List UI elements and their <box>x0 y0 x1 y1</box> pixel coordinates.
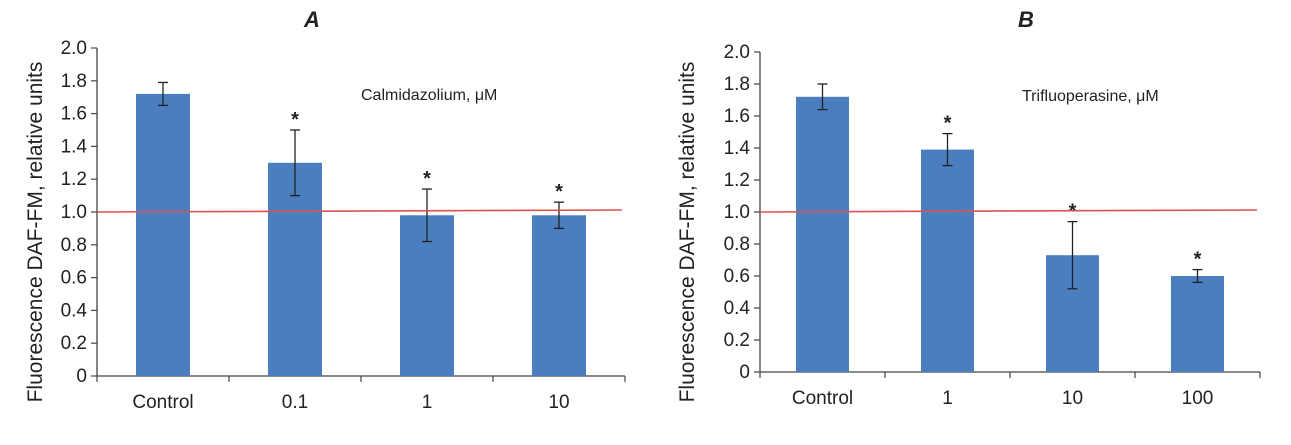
chart-panel-a: A Fluorescence DAF-FM, relative units 0 0.2… <box>24 7 626 413</box>
y-tick-label: 0.2 <box>61 333 87 354</box>
category-label: 100 <box>1182 388 1214 409</box>
significance-marker: * <box>555 181 563 203</box>
y-tick-label: 1.4 <box>724 138 751 159</box>
y-tick-label: 1.0 <box>724 202 750 223</box>
panel-label: A <box>303 7 320 32</box>
y-tick-label: 2.0 <box>61 38 87 59</box>
chart-annotation: Trifluoperasine, μM <box>1022 88 1159 105</box>
significance-marker: * <box>1194 249 1202 271</box>
chart-panel-b: B Fluorescence DAF-FM, relative units 0 0.2… <box>676 7 1261 409</box>
y-tick-label: 0.8 <box>61 235 87 256</box>
reference-line <box>759 209 1258 213</box>
y-tick-label: 0.6 <box>724 266 750 287</box>
category-label: Control <box>132 392 193 413</box>
y-tick-label: 1.6 <box>61 104 87 125</box>
bar <box>268 162 322 376</box>
y-tick-label: 0.8 <box>724 234 750 255</box>
y-tick-label: 1.4 <box>61 136 88 157</box>
y-tick-label: 0.2 <box>724 330 750 351</box>
significance-marker: * <box>944 113 952 135</box>
bar <box>1171 276 1224 372</box>
category-label: Control <box>792 388 853 409</box>
y-axis-label: Fluorescence DAF-FM, relative units <box>676 62 699 403</box>
category-label: 1 <box>422 392 433 413</box>
y-tick-label: 1.2 <box>724 170 750 191</box>
y-tick-label: 0.4 <box>61 300 88 321</box>
y-tick-label: 0 <box>76 366 87 387</box>
bar <box>796 96 849 373</box>
y-tick-label: 1.0 <box>61 202 87 223</box>
y-axis-label: Fluorescence DAF-FM, relative units <box>24 62 47 403</box>
significance-marker: * <box>423 168 431 190</box>
y-tick-label: 0.6 <box>61 268 87 289</box>
category-label: 1 <box>942 388 953 409</box>
significance-marker: * <box>1069 201 1077 223</box>
significance-marker: * <box>291 109 299 131</box>
y-tick-label: 1.6 <box>724 106 750 127</box>
category-label: 0.1 <box>282 392 308 413</box>
bar <box>136 93 190 377</box>
y-tick-label: 2.0 <box>724 42 750 63</box>
chart-annotation: Calmidazolium, μM <box>361 87 497 104</box>
category-label: 10 <box>1062 388 1083 409</box>
y-tick-label: 0.4 <box>724 298 751 319</box>
y-tick-label: 1.2 <box>61 169 87 190</box>
bar <box>532 215 586 376</box>
y-tick-label: 0 <box>739 362 750 383</box>
category-label: 10 <box>548 392 569 413</box>
bar <box>921 149 974 372</box>
panel-label: B <box>1018 7 1034 32</box>
y-tick-label: 1.8 <box>724 74 750 95</box>
reference-line <box>96 209 623 213</box>
y-tick-label: 1.8 <box>61 71 87 92</box>
